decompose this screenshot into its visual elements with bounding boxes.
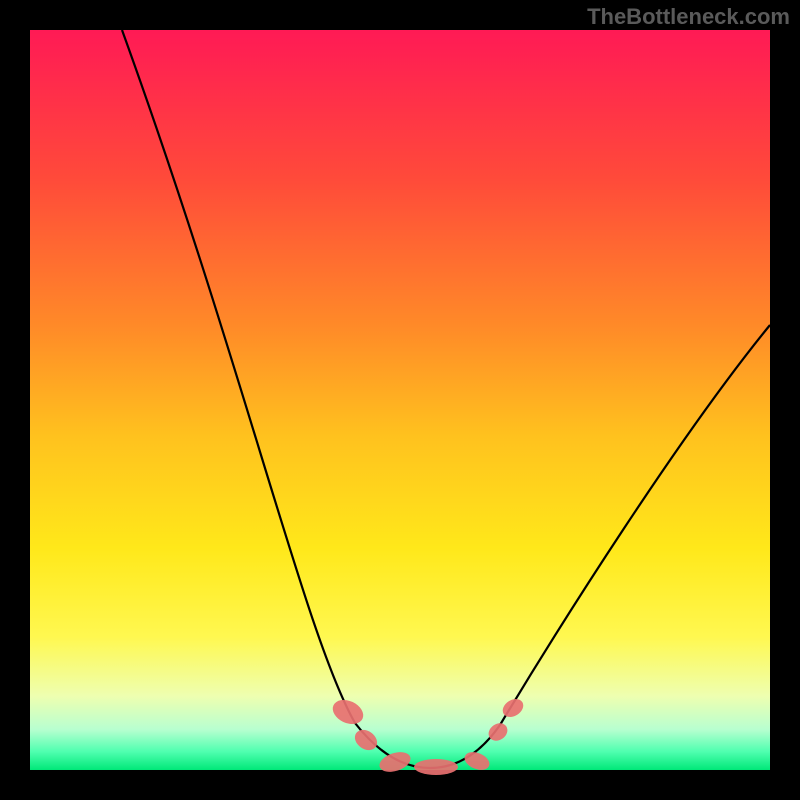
- attribution-label: TheBottleneck.com: [587, 4, 790, 30]
- bottleneck-chart: [0, 0, 800, 800]
- marker-point: [414, 759, 458, 775]
- plot-area: [30, 30, 770, 770]
- chart-svg: [0, 0, 800, 800]
